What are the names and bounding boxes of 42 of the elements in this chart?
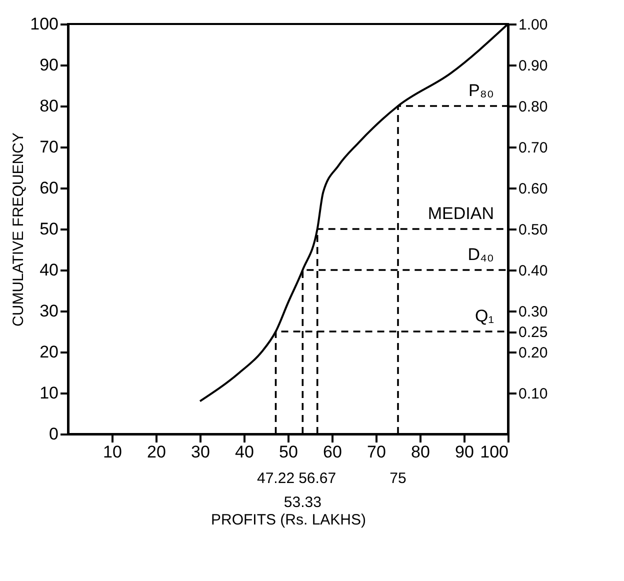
y2-tick-label: 0.20 (518, 344, 548, 362)
y-tick-label: 0 (49, 424, 58, 444)
y2-tick-label: 0.50 (518, 222, 548, 238)
series-label: D₄₀ (468, 245, 494, 264)
y-tick-label: 100 (30, 14, 58, 34)
y2-tick-label: 0.10 (518, 386, 548, 402)
y2-tick-label: 0.70 (518, 140, 548, 156)
y2-tick-label: 0.25 (518, 324, 548, 341)
text: 75 (390, 470, 406, 487)
x-tick-label: 20 (147, 442, 166, 462)
y2-tick-label: 0.60 (518, 180, 548, 198)
x-tick-label: 50 (279, 442, 298, 462)
text: 53.33 (284, 494, 322, 511)
series-label: MEDIAN (428, 204, 494, 223)
text: 56.67 (298, 470, 336, 487)
y-tick-label: 40 (40, 260, 58, 280)
y-tick-label: 10 (40, 384, 58, 402)
x-tick-label: 100 (480, 442, 508, 462)
y-axis-title: CUMULATIVE FREQUENCY (10, 132, 28, 326)
series-label: P₈₀ (468, 81, 494, 100)
x-tick-label: 30 (191, 442, 210, 462)
y-tick-label: 90 (40, 56, 58, 74)
x-tick-label: 90 (455, 442, 474, 462)
y-tick-label: 50 (40, 220, 58, 238)
x-tick-label: 80 (411, 442, 430, 462)
series-label: Q₁ (475, 306, 494, 326)
y2-tick-label: 0.40 (518, 262, 548, 280)
y2-tick-label: 1.00 (518, 16, 548, 34)
y2-tick-label: 0.30 (518, 304, 548, 320)
x-tick-label: 70 (367, 442, 386, 462)
y-tick-label: 70 (40, 138, 58, 156)
x-axis-title: PROFITS (Rs. LAKHS) (210, 512, 366, 528)
y-tick-label: 60 (40, 178, 58, 198)
y-tick-label: 20 (40, 342, 58, 362)
x-tick-label: 10 (103, 442, 122, 462)
text: 47.22 (256, 470, 295, 487)
y2-tick-label: 0.80 (518, 98, 548, 116)
x-tick-label: 60 (323, 442, 342, 462)
x-tick-label: 40 (235, 442, 254, 462)
y2-tick-label: 0.90 (518, 58, 548, 74)
y-tick-label: 80 (40, 96, 58, 116)
y-tick-label: 30 (40, 302, 58, 320)
